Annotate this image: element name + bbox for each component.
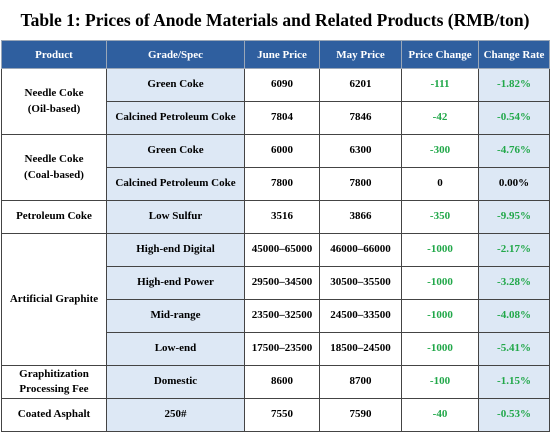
- change-cell: -111: [401, 68, 479, 102]
- change-cell: -1000: [401, 233, 479, 267]
- spec-cell: High-end Digital: [106, 233, 245, 267]
- june-cell: 6000: [244, 134, 320, 168]
- may-cell: 7800: [319, 167, 402, 201]
- june-cell: 45000–65000: [244, 233, 320, 267]
- may-cell: 6201: [319, 68, 402, 102]
- spec-cell: 250#: [106, 398, 245, 432]
- table-body: Needle Coke (Oil-based) Green Coke 6090 620…: [1, 68, 550, 432]
- header-cell: Product: [1, 40, 107, 69]
- may-cell: 46000–66000: [319, 233, 402, 267]
- rate-cell: -0.53%: [478, 398, 550, 432]
- product-cell: Petroleum Coke: [1, 200, 107, 234]
- table-row: Coated Asphalt 250# 7550 7590 -40 -0.53%: [1, 398, 550, 432]
- rate-cell: -1.15%: [478, 365, 550, 399]
- june-cell: 6090: [244, 68, 320, 102]
- rate-cell: -5.41%: [478, 332, 550, 366]
- rate-cell: -4.76%: [478, 134, 550, 168]
- table-row: Calcined Petroleum Coke 7804 7846 -42 -0.54%: [2, 101, 550, 135]
- product-cell: Needle Coke (Oil-based): [1, 68, 107, 135]
- product-cell: Needle Coke (Coal-based): [1, 134, 107, 201]
- change-cell: -100: [401, 365, 479, 399]
- change-cell: -42: [401, 101, 479, 135]
- spec-cell: Low-end: [106, 332, 245, 366]
- rate-cell: -1.82%: [478, 68, 550, 102]
- change-cell: -40: [401, 398, 479, 432]
- change-cell: -350: [401, 200, 479, 234]
- may-cell: 7846: [319, 101, 402, 135]
- header-row: Product Grade/Spec June Price May Price Pric…: [1, 40, 550, 69]
- spec-cell: Calcined Petroleum Coke: [106, 167, 245, 201]
- change-cell: -1000: [401, 332, 479, 366]
- june-cell: 3516: [244, 200, 320, 234]
- table-row: Petroleum Coke Low Sulfur 3516 3866 -350 -9.9…: [1, 200, 550, 234]
- may-cell: 24500–33500: [319, 299, 402, 333]
- change-cell: 0: [401, 167, 479, 201]
- header-cell: Change Rate: [478, 40, 550, 69]
- spec-cell: Mid-range: [106, 299, 245, 333]
- rate-cell: -3.28%: [478, 266, 550, 300]
- spec-cell: Green Coke: [106, 134, 245, 168]
- table-row: Needle Coke (Coal-based) Green Coke 6000 63…: [1, 134, 550, 201]
- rate-cell: 0.00%: [478, 167, 550, 201]
- rate-cell: -9.95%: [478, 200, 550, 234]
- product-cell: Artificial Graphite: [1, 233, 107, 366]
- may-cell: 8700: [319, 365, 402, 399]
- spec-cell: High-end Power: [106, 266, 245, 300]
- may-cell: 18500–24500: [319, 332, 402, 366]
- table-row: Needle Coke (Oil-based) Green Coke 6090 620…: [1, 68, 550, 135]
- header-cell: June Price: [244, 40, 320, 69]
- table-row: Calcined Petroleum Coke 7800 7800 0 0.00%: [2, 167, 550, 201]
- june-cell: 7804: [244, 101, 320, 135]
- product-cell: Coated Asphalt: [1, 398, 107, 432]
- table-row: Mid-range 23500–32500 24500–33500 -1000 -4.0…: [2, 299, 550, 333]
- june-cell: 29500–34500: [244, 266, 320, 300]
- june-cell: 17500–23500: [244, 332, 320, 366]
- change-cell: -1000: [401, 299, 479, 333]
- june-cell: 23500–32500: [244, 299, 320, 333]
- may-cell: 30500–35500: [319, 266, 402, 300]
- header-cell: May Price: [319, 40, 402, 69]
- spec-cell: Low Sulfur: [106, 200, 245, 234]
- may-cell: 7590: [319, 398, 402, 432]
- table-row: Artificial Graphite High-end Digital 45000…: [1, 233, 550, 366]
- spec-cell: Domestic: [106, 365, 245, 399]
- change-cell: -300: [401, 134, 479, 168]
- june-cell: 7800: [244, 167, 320, 201]
- spec-cell: Calcined Petroleum Coke: [106, 101, 245, 135]
- header-cell: Grade/Spec: [106, 40, 245, 69]
- price-table: Product Grade/Spec June Price May Price Pric…: [1, 40, 550, 432]
- product-cell: Graphitization Processing Fee: [1, 365, 107, 399]
- june-cell: 8600: [244, 365, 320, 399]
- rate-cell: -2.17%: [478, 233, 550, 267]
- rate-cell: -0.54%: [478, 101, 550, 135]
- change-cell: -1000: [401, 266, 479, 300]
- may-cell: 3866: [319, 200, 402, 234]
- table-row: Low-end 17500–23500 18500–24500 -1000 -5.41%: [2, 332, 550, 366]
- june-cell: 7550: [244, 398, 320, 432]
- header-cell: Price Change: [401, 40, 479, 69]
- spec-cell: Green Coke: [106, 68, 245, 102]
- rate-cell: -4.08%: [478, 299, 550, 333]
- may-cell: 6300: [319, 134, 402, 168]
- table-row: Graphitization Processing Fee Domestic 860…: [1, 365, 550, 399]
- table-title: Table 1: Prices of Anode Materials and R…: [20, 10, 530, 30]
